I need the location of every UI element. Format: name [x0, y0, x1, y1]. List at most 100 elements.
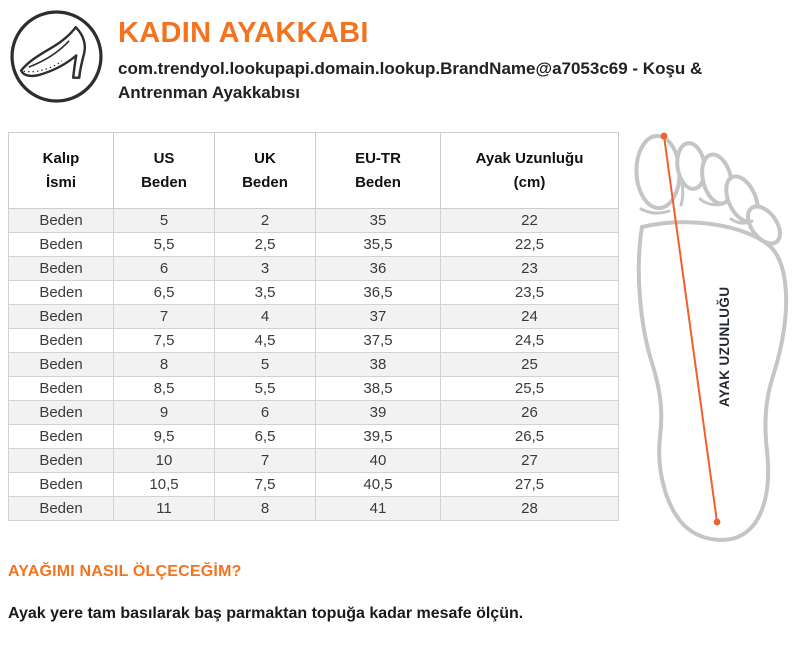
- table-cell: 23,5: [440, 280, 619, 305]
- table-cell: 24,5: [440, 328, 619, 353]
- table-cell: 41: [315, 496, 441, 521]
- table-cell: Beden: [8, 376, 114, 401]
- table-cell: Beden: [8, 328, 114, 353]
- column-header-ayak-uzunlugu: Ayak Uzunluğu (cm): [440, 132, 619, 209]
- table-cell: 8: [113, 352, 215, 377]
- table-cell: 8: [214, 496, 316, 521]
- brand-logo: [8, 8, 105, 105]
- table-row: Beden 9 6 39 26: [8, 400, 619, 425]
- table-row: Beden 7,5 4,5 37,5 24,5: [8, 328, 619, 353]
- table-cell: 38: [315, 352, 441, 377]
- table-cell: 9,5: [113, 424, 215, 449]
- table-cell: 22,5: [440, 232, 619, 257]
- sole-outline: [636, 220, 789, 542]
- measure-instruction: Ayak yere tam basılarak baş parmaktan to…: [8, 605, 524, 622]
- table-cell: 9: [113, 400, 215, 425]
- big-toe: [634, 134, 682, 210]
- table-cell: 35,5: [315, 232, 441, 257]
- table-cell: 6: [214, 400, 316, 425]
- table-cell: 36: [315, 256, 441, 281]
- content-row: Kalıp İsmi US Beden UK Beden EU-TR Beden…: [8, 132, 800, 547]
- column-header-uk-beden: UK Beden: [214, 132, 316, 209]
- page-subtitle: com.trendyol.lookupapi.domain.lookup.Bra…: [118, 59, 703, 102]
- table-cell: 36,5: [315, 280, 441, 305]
- table-cell: 39: [315, 400, 441, 425]
- table-cell: 7: [113, 304, 215, 329]
- toe-crease: [729, 217, 754, 225]
- table-cell: 40: [315, 448, 441, 473]
- table-row: Beden 10 7 40 27: [8, 448, 619, 473]
- table-cell: 39,5: [315, 424, 441, 449]
- table-cell: 7,5: [214, 472, 316, 497]
- table-cell: 2: [214, 208, 316, 233]
- table-cell: 25: [440, 352, 619, 377]
- toe-crease: [698, 197, 725, 207]
- table-cell: 3,5: [214, 280, 316, 305]
- table-cell: 8,5: [113, 376, 215, 401]
- table-cell: Beden: [8, 232, 114, 257]
- size-table-body: Beden 5 2 35 22 Beden 5,5 2,5 35,5 22,5 Beden 6 3 36 2…: [8, 208, 619, 521]
- table-cell: 2,5: [214, 232, 316, 257]
- column-header-eu-tr-beden: EU-TR Beden: [315, 132, 441, 209]
- table-cell: 5: [214, 352, 316, 377]
- foot-sole-illustration: AYAK UZUNLUĞU: [634, 132, 789, 542]
- table-cell: 5,5: [214, 376, 316, 401]
- table-cell: 26,5: [440, 424, 619, 449]
- table-cell: Beden: [8, 208, 114, 233]
- table-cell: Beden: [8, 256, 114, 281]
- table-cell: 27: [440, 448, 619, 473]
- size-table-head: Kalıp İsmi US Beden UK Beden EU-TR Beden…: [8, 132, 619, 209]
- table-cell: Beden: [8, 472, 114, 497]
- table-cell: 27,5: [440, 472, 619, 497]
- table-cell: 24: [440, 304, 619, 329]
- table-cell: 38,5: [315, 376, 441, 401]
- table-cell: 6,5: [214, 424, 316, 449]
- table-cell: 7: [214, 448, 316, 473]
- table-cell: 6,5: [113, 280, 215, 305]
- table-cell: 11: [113, 496, 215, 521]
- table-cell: 7,5: [113, 328, 215, 353]
- table-cell: 23: [440, 256, 619, 281]
- table-cell: 10: [113, 448, 215, 473]
- table-row: Beden 7 4 37 24: [8, 304, 619, 329]
- table-row: Beden 9,5 6,5 39,5 26,5: [8, 424, 619, 449]
- table-row: Beden 5 2 35 22: [8, 208, 619, 233]
- column-header-kalip-ismi: Kalıp İsmi: [8, 132, 114, 209]
- table-cell: 5,5: [113, 232, 215, 257]
- table-cell: 40,5: [315, 472, 441, 497]
- table-cell: 26: [440, 400, 619, 425]
- table-cell: 3: [214, 256, 316, 281]
- table-row: Beden 8 5 38 25: [8, 352, 619, 377]
- size-table: Kalıp İsmi US Beden UK Beden EU-TR Beden…: [8, 132, 619, 521]
- high-heel-shoe-icon: [10, 10, 103, 103]
- header-row: Kalıp İsmi US Beden UK Beden EU-TR Beden…: [8, 132, 619, 209]
- toe-crease: [639, 207, 671, 215]
- table-cell: Beden: [8, 400, 114, 425]
- table-cell: 22: [440, 208, 619, 233]
- foot-diagram: AYAK UZUNLUĞU: [628, 129, 798, 547]
- header-text: KADIN AYAKKABI com.trendyol.lookupapi.do…: [118, 8, 766, 105]
- table-cell: Beden: [8, 280, 114, 305]
- table-row: Beden 5,5 2,5 35,5 22,5: [8, 232, 619, 257]
- page-header: KADIN AYAKKABI com.trendyol.lookupapi.do…: [8, 8, 800, 105]
- table-row: Beden 8,5 5,5 38,5 25,5: [8, 376, 619, 401]
- table-cell: 6: [113, 256, 215, 281]
- measure-heading: AYAĞIMI NASIL ÖLÇECEĞİM?: [8, 563, 242, 580]
- table-row: Beden 11 8 41 28: [8, 496, 619, 521]
- table-cell: 10,5: [113, 472, 215, 497]
- column-header-us-beden: US Beden: [113, 132, 215, 209]
- table-cell: Beden: [8, 424, 114, 449]
- table-cell: 35: [315, 208, 441, 233]
- table-cell: 5: [113, 208, 215, 233]
- table-cell: 37,5: [315, 328, 441, 353]
- table-cell: 4,5: [214, 328, 316, 353]
- table-row: Beden 6,5 3,5 36,5 23,5: [8, 280, 619, 305]
- table-row: Beden 6 3 36 23: [8, 256, 619, 281]
- table-cell: Beden: [8, 448, 114, 473]
- pinky-toe: [746, 204, 782, 246]
- table-cell: Beden: [8, 304, 114, 329]
- table-row: Beden 10,5 7,5 40,5 27,5: [8, 472, 619, 497]
- table-cell: 37: [315, 304, 441, 329]
- table-cell: 25,5: [440, 376, 619, 401]
